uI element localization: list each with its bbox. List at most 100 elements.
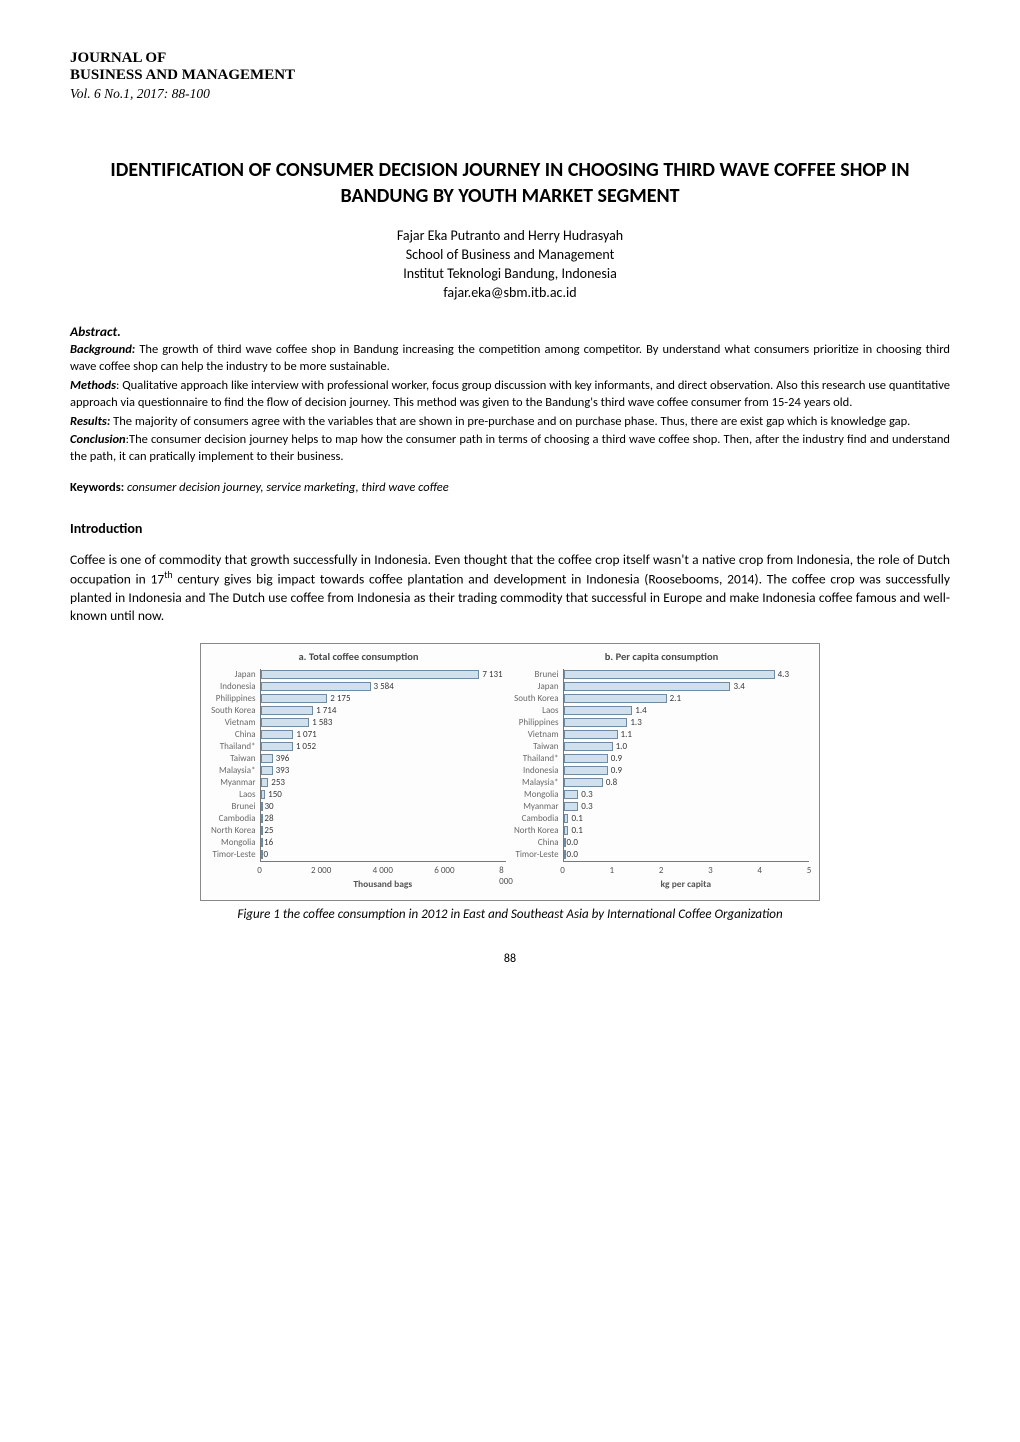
chart-bar [564, 838, 566, 847]
chart-x-tick: 4 000 [373, 865, 393, 876]
chart-category-label: South Korea [211, 705, 256, 717]
chart-bar-row: 0.0 [564, 837, 809, 849]
chart-bar [261, 790, 266, 799]
chart-bar-value: 28 [264, 813, 273, 824]
journal-issue: Vol. 6 No.1, 2017: 88-100 [70, 86, 950, 102]
chart-bar-value: 1 714 [316, 705, 336, 716]
chart-category-label: Brunei [514, 669, 559, 681]
abstract-background-label: Background: [70, 342, 135, 357]
chart-bar-row: 0.0 [564, 849, 809, 861]
journal-name-line1: JOURNAL OF [70, 50, 950, 67]
chart-category-label: Philippines [211, 693, 256, 705]
section-heading-introduction: Introduction [70, 520, 950, 537]
chart-bar [261, 718, 310, 727]
chart-bar-value: 30 [264, 801, 273, 812]
chart-bar-value: 25 [264, 825, 273, 836]
chart-category-label: Vietnam [514, 729, 559, 741]
abstract-background-text: The growth of third wave coffee shop in … [70, 342, 950, 374]
chart-category-label: Myanmar [211, 777, 256, 789]
chart-bar-value: 1.1 [621, 729, 632, 740]
chart-category-label: North Korea [211, 825, 256, 837]
chart-bar [261, 706, 314, 715]
chart-bar-value: 0.1 [571, 825, 582, 836]
chart-category-label: Mongolia [514, 789, 559, 801]
figure-1-caption-label: Figure 1 [237, 907, 282, 922]
figure-1-right-ylabels: BruneiJapanSouth KoreaLaosPhilippinesVie… [514, 669, 563, 890]
chart-category-label: Laos [211, 789, 256, 801]
chart-x-tick: 0 [257, 865, 262, 876]
figure-1-left-xaxis: Thousand bags 02 0004 0006 0008 000 [260, 861, 506, 890]
chart-bar-value: 1.3 [630, 717, 641, 728]
chart-bar-row: 0.8 [564, 777, 809, 789]
chart-bar-row: 1 583 [261, 717, 506, 729]
chart-x-tick: 8 000 [499, 865, 513, 887]
chart-bar [261, 730, 294, 739]
chart-bar-row: 150 [261, 789, 506, 801]
chart-bar [261, 826, 263, 835]
chart-bar-value: 253 [271, 777, 285, 788]
figure-1: a. Total coffee consumption JapanIndones… [200, 643, 820, 922]
chart-x-tick: 5 [807, 865, 812, 876]
chart-category-label: Indonesia [514, 765, 559, 777]
chart-bar-value: 0.9 [611, 753, 622, 764]
figure-1-right-xaxis: kg per capita 012345 [563, 861, 809, 890]
chart-bar-row: 30 [261, 801, 506, 813]
chart-bar-row: 0.3 [564, 789, 809, 801]
intro-paragraph: Coffee is one of commodity that growth s… [70, 551, 950, 625]
keywords: Keywords: consumer decision journey, ser… [70, 480, 950, 495]
chart-bar-value: 16 [264, 837, 273, 848]
chart-bar-row: 1.1 [564, 729, 809, 741]
affiliation-institute: Institut Teknologi Bandung, Indonesia [70, 265, 950, 282]
figure-1-right-bars: 4.33.42.11.41.31.11.00.90.90.80.30.30.10… [563, 669, 809, 861]
chart-bar [261, 670, 480, 679]
chart-bar-value: 1.0 [616, 741, 627, 752]
chart-bar-row: 3 584 [261, 681, 506, 693]
journal-name-line2: BUSINESS AND MANAGEMENT [70, 67, 950, 84]
chart-category-label: Philippines [514, 717, 559, 729]
chart-category-label: Malaysia* [514, 777, 559, 789]
chart-bar-row: 3.4 [564, 681, 809, 693]
chart-bar [261, 814, 263, 823]
chart-bar-row: 393 [261, 765, 506, 777]
chart-bar [564, 778, 603, 787]
chart-bar-row: 0.9 [564, 753, 809, 765]
chart-bar-value: 4.3 [778, 669, 789, 680]
chart-bar-value: 0.1 [571, 813, 582, 824]
figure-1-left-subplot: a. Total coffee consumption JapanIndones… [211, 650, 506, 890]
chart-bar-value: 0.0 [567, 837, 578, 848]
chart-bar [564, 826, 569, 835]
chart-bar-row: 0.1 [564, 825, 809, 837]
chart-bar-row: 1 052 [261, 741, 506, 753]
chart-x-tick: 0 [560, 865, 565, 876]
figure-1-left-ylabels: JapanIndonesiaPhilippinesSouth KoreaViet… [211, 669, 260, 890]
chart-category-label: Timor-Leste [514, 849, 559, 861]
affiliation-school: School of Business and Management [70, 246, 950, 263]
chart-category-label: Vietnam [211, 717, 256, 729]
keywords-label: Keywords: [70, 480, 124, 495]
chart-bar-row: 16 [261, 837, 506, 849]
chart-x-tick: 4 [757, 865, 762, 876]
chart-category-label: Cambodia [211, 813, 256, 825]
chart-bar-value: 2 175 [330, 693, 350, 704]
chart-bar [261, 694, 328, 703]
figure-1-caption-text: the coffee consumption in 2012 in East a… [283, 907, 783, 922]
figure-1-left-xlabel: Thousand bags [260, 878, 506, 890]
chart-bar-value: 0 [264, 849, 269, 860]
abstract-results-label: Results: [70, 414, 110, 429]
abstract-heading: Abstract. [70, 323, 950, 340]
figure-1-right-title: b. Per capita consumption [514, 650, 809, 663]
chart-category-label: Thailand* [514, 753, 559, 765]
figure-1-right-subplot: b. Per capita consumption BruneiJapanSou… [514, 650, 809, 890]
chart-bar-row: 28 [261, 813, 506, 825]
chart-bar-value: 396 [276, 753, 290, 764]
chart-bar-value: 0.8 [606, 777, 617, 788]
chart-bar [564, 754, 608, 763]
chart-bar-row: 0 [261, 849, 506, 861]
chart-bar [564, 850, 566, 859]
chart-bar [564, 766, 608, 775]
chart-bar-value: 1 071 [296, 729, 316, 740]
chart-category-label: Timor-Leste [211, 849, 256, 861]
figure-1-right-xlabel: kg per capita [563, 878, 809, 890]
chart-bar [261, 850, 263, 859]
chart-bar-row: 7 131 [261, 669, 506, 681]
